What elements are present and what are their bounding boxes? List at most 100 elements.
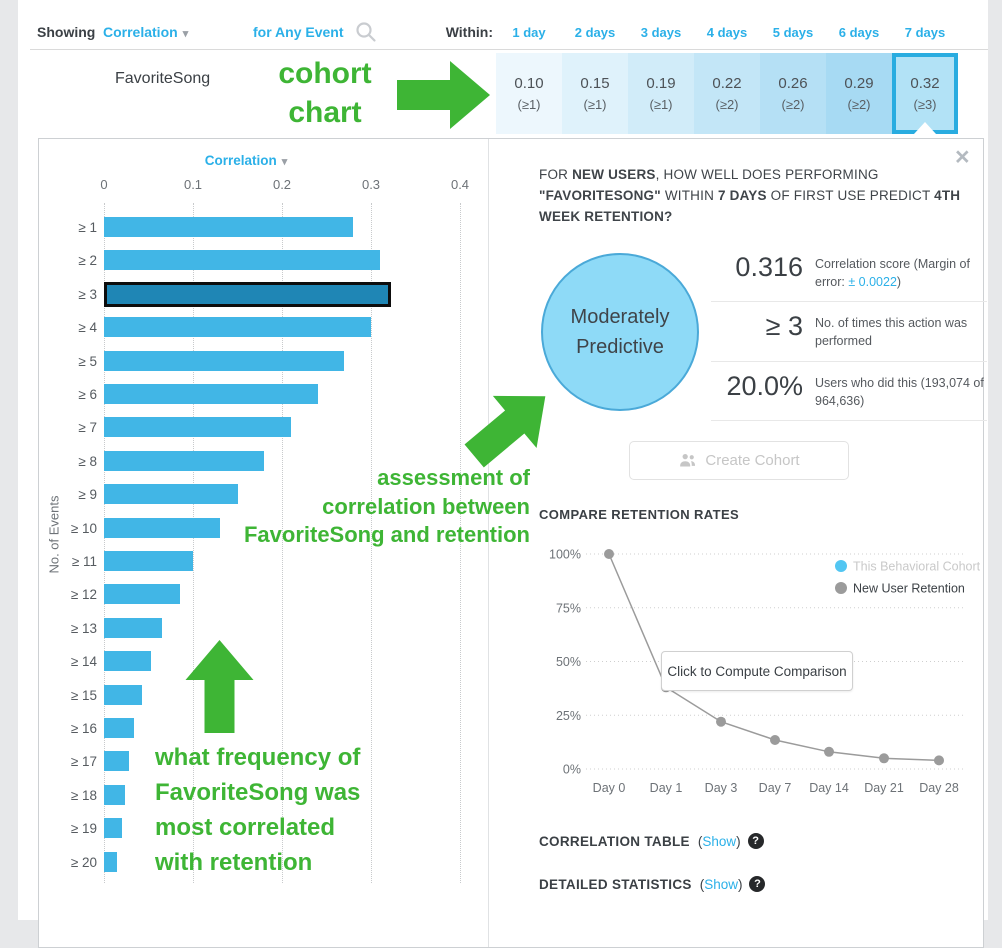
stats-list: 0.316 Correlation score (Margin of error:… [711, 243, 987, 421]
stat-label: No. of times this action was performed [815, 316, 968, 349]
detail-panel: Correlation ▾ 0 0.1 0.2 0.3 0.4 ≥ 1 ≥ 2 ≥ 3 ≥ 4 ≥ … [38, 138, 987, 948]
bar-row: ≥ 17 [51, 745, 129, 777]
section-title: DETAILED STATISTICS [539, 876, 692, 892]
correlation-cell[interactable]: 0.22 (≥2) [694, 53, 760, 134]
day-column[interactable]: 1 day [512, 25, 546, 40]
correlation-bar[interactable] [104, 685, 143, 705]
correlation-bar[interactable] [104, 785, 126, 805]
bar-chart-xtick: 0 [100, 177, 108, 192]
expand-link-row: CORRELATION TABLE(Show)? [539, 833, 765, 849]
showing-label: Showing [37, 24, 96, 40]
svg-text:Day 14: Day 14 [809, 781, 849, 795]
day-columns: 1 day 2 days 3 days 4 days 5 days 6 days 7 day… [496, 24, 958, 42]
correlation-cell[interactable]: 0.15 (≥1) [562, 53, 628, 134]
svg-text:Day 7: Day 7 [759, 781, 792, 795]
bar-chart-ylabel: No. of Events [46, 495, 62, 574]
bar-category-label: ≥ 7 [78, 419, 97, 435]
correlation-cells: 0.10 (≥1) 0.15 (≥1) 0.19 (≥1) 0.22 (≥2) 0.26 (≥2)… [496, 53, 958, 134]
question-text: FOR NEW USERS, HOW WELL DOES PERFORMING … [539, 167, 961, 224]
svg-text:New User Retention: New User Retention [853, 582, 965, 596]
help-icon[interactable]: ? [749, 876, 766, 892]
show-link[interactable]: Show [704, 876, 738, 892]
correlation-cell[interactable]: 0.10 (≥1) [496, 53, 562, 134]
chart-metric-dropdown[interactable]: Correlation ▾ [204, 153, 288, 168]
svg-text:25%: 25% [556, 709, 581, 723]
day-column[interactable]: 2 days [574, 25, 616, 40]
stat-value: 20.0% [726, 370, 803, 401]
day-column[interactable]: 6 days [838, 25, 880, 40]
correlation-bar[interactable] [104, 618, 162, 638]
day-column[interactable]: 3 days [640, 25, 682, 40]
bar-category-label: ≥ 8 [78, 453, 97, 469]
bar-category-label: ≥ 17 [70, 753, 97, 769]
correlation-bar[interactable] [104, 217, 354, 237]
correlation-bar[interactable] [104, 818, 122, 838]
correlation-bar-highlighted[interactable] [104, 281, 392, 307]
correlation-bar[interactable] [104, 417, 291, 437]
bar-row: ≥ 15 [51, 679, 143, 711]
show-link[interactable]: Show [702, 833, 737, 849]
correlation-bar[interactable] [104, 852, 118, 872]
bar-row: ≥ 4 [51, 311, 371, 343]
correlation-bar[interactable] [104, 584, 180, 604]
bar-row: ≥ 6 [51, 378, 318, 410]
compute-comparison-button[interactable]: Click to Compute Comparison [661, 651, 853, 691]
bar-category-label: ≥ 4 [78, 319, 97, 335]
correlation-bar[interactable] [104, 351, 345, 371]
chevron-down-icon: ▾ [281, 156, 288, 168]
day-column[interactable]: 7 days [904, 25, 946, 40]
bar-category-label: ≥ 18 [70, 787, 97, 803]
correlation-cell[interactable]: 0.29 (≥2) [826, 53, 892, 134]
correlation-cell[interactable]: 0.19 (≥1) [628, 53, 694, 134]
stat-value: ≥ 3 [765, 311, 803, 342]
users-icon [680, 454, 696, 467]
gridline [371, 203, 372, 883]
bar-category-label: ≥ 9 [78, 486, 97, 502]
bar-row: ≥ 20 [51, 846, 118, 878]
help-icon[interactable]: ? [747, 833, 764, 849]
close-icon[interactable]: × [955, 143, 970, 171]
stat-label: Users who did this (193,074 of 964,636) [815, 375, 984, 408]
bar-row: ≥ 12 [51, 578, 180, 610]
stat-label: Correlation score (Margin of error: ± 0.… [815, 257, 970, 290]
create-cohort-button[interactable]: Create Cohort [629, 441, 849, 480]
correlation-bar[interactable] [104, 384, 318, 404]
chevron-down-icon: ▾ [182, 28, 189, 40]
bar-category-label: ≥ 10 [70, 520, 97, 536]
correlation-bar[interactable] [104, 651, 152, 671]
header-divider [30, 49, 988, 50]
bar-category-label: ≥ 11 [71, 553, 97, 569]
event-filter-link[interactable]: for Any Event [253, 24, 344, 40]
svg-text:Day 21: Day 21 [864, 781, 904, 795]
day-column[interactable]: 4 days [706, 25, 748, 40]
search-icon[interactable] [354, 20, 378, 44]
svg-text:Day 3: Day 3 [705, 781, 738, 795]
correlation-bar[interactable] [104, 718, 135, 738]
bar-chart-xtick: 0.3 [361, 177, 381, 192]
correlation-bar[interactable] [104, 518, 220, 538]
day-column[interactable]: 5 days [772, 25, 814, 40]
compare-retention-heading: COMPARE RETENTION RATES [539, 507, 740, 522]
bar-category-label: ≥ 16 [70, 720, 97, 736]
gridline [104, 203, 105, 883]
predictive-badge: Moderately Predictive [541, 253, 699, 411]
correlation-cell-selected[interactable]: 0.32 (≥3) [892, 53, 958, 134]
correlation-bar[interactable] [104, 484, 238, 504]
bar-category-label: ≥ 19 [70, 820, 97, 836]
bar-category-label: ≥ 5 [78, 353, 97, 369]
correlation-bar[interactable] [104, 317, 371, 337]
metric-dropdown[interactable]: Correlation ▾ [103, 24, 189, 40]
bar-row: ≥ 10 [51, 512, 220, 544]
gridline [460, 203, 461, 883]
bar-category-label: ≥ 2 [78, 252, 97, 268]
bar-category-label: ≥ 15 [70, 687, 97, 703]
bar-row: ≥ 9 [51, 478, 238, 510]
bar-category-label: ≥ 1 [78, 219, 97, 235]
expand-links: CORRELATION TABLE(Show)? DETAILED STATIST… [539, 833, 766, 919]
correlation-bar[interactable] [104, 250, 380, 270]
correlation-bar[interactable] [104, 751, 129, 771]
correlation-bar[interactable] [104, 551, 193, 571]
bar-category-label: ≥ 6 [78, 386, 97, 402]
correlation-cell[interactable]: 0.26 (≥2) [760, 53, 826, 134]
correlation-bar[interactable] [104, 451, 265, 471]
